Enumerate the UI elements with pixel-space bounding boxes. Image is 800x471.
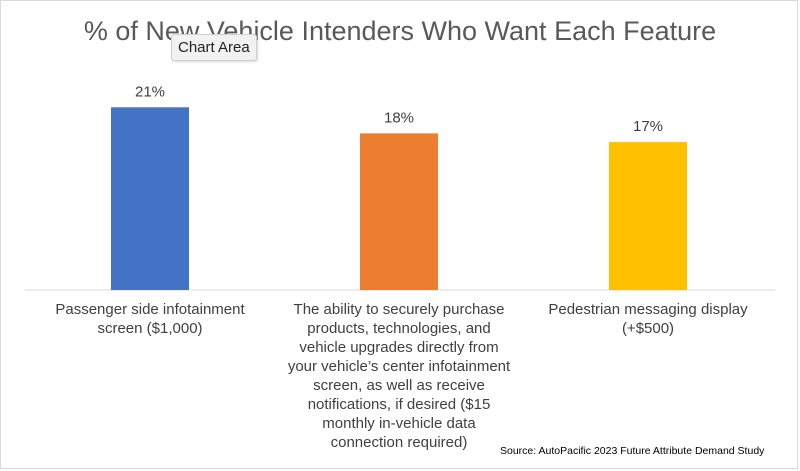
data-label-2: 18% (384, 109, 414, 126)
category-label-1: Passenger side infotainment screen ($1,00… (55, 301, 245, 337)
data-label-1: 21% (135, 83, 165, 100)
bar-1[interactable] (111, 107, 189, 290)
bar-3[interactable] (609, 142, 687, 290)
data-label-3: 17% (633, 118, 663, 135)
category-label-3: Pedestrian messaging display (+$500) (548, 301, 748, 337)
bar-chart[interactable]: 21% Passenger side infotainment screen ($1… (0, 0, 800, 471)
bar-2[interactable] (360, 133, 438, 290)
chart-area-tooltip: Chart Area (171, 34, 257, 61)
category-label-2: The ability to securely purchase products… (288, 301, 511, 451)
source-note: Source: AutoPacific 2023 Future Attribut… (500, 445, 764, 457)
